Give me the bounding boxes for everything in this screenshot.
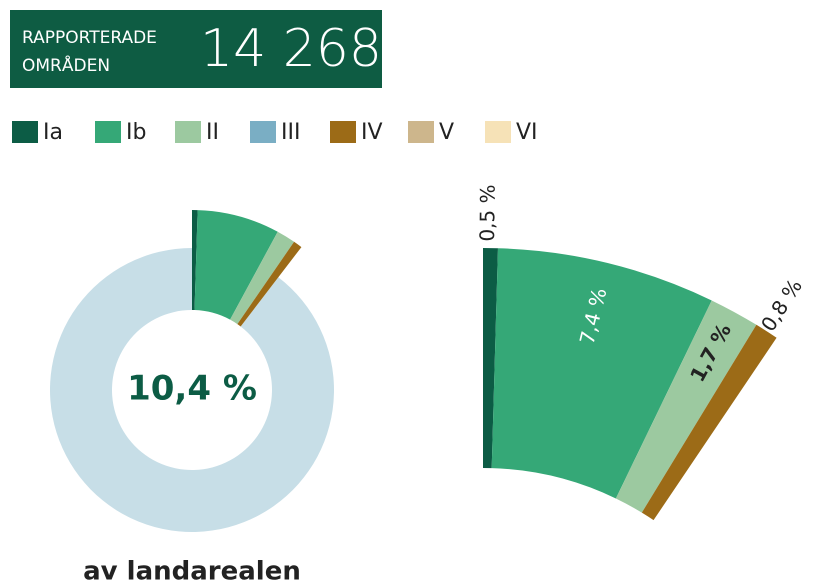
legend-label: V xyxy=(439,120,454,145)
value-label: 0,5 % xyxy=(475,184,500,241)
segment xyxy=(192,210,198,311)
zoom-segment xyxy=(483,248,498,469)
legend-label: II xyxy=(206,120,219,145)
remainder-ring xyxy=(49,248,334,532)
legend-swatch xyxy=(330,121,356,143)
segment xyxy=(194,210,278,320)
segment xyxy=(230,231,295,325)
legend-label: IV xyxy=(361,120,383,145)
header-count: 14 268 xyxy=(200,19,382,79)
zoom-segment xyxy=(641,324,777,521)
legend-swatch xyxy=(95,121,121,143)
legend-label: Ib xyxy=(126,120,146,145)
legend-label: Ia xyxy=(43,120,63,145)
legend-swatch xyxy=(485,121,511,143)
legend-label: VI xyxy=(516,120,538,145)
header-label: RAPPORTERADE xyxy=(22,28,157,48)
legend-label: III xyxy=(281,120,300,145)
subtitle: av landarealen xyxy=(83,557,301,587)
header-box xyxy=(10,10,382,88)
legend-swatch xyxy=(408,121,434,143)
header-label: OMRÅDEN xyxy=(22,54,110,76)
center-label: 10,4 % xyxy=(127,369,257,409)
value-label: 0,8 % xyxy=(756,275,807,336)
zoom-segment xyxy=(491,248,712,499)
legend-swatch xyxy=(250,121,276,143)
segment xyxy=(237,241,302,327)
legend-swatch xyxy=(12,121,38,143)
legend-swatch xyxy=(175,121,201,143)
zoom-segment xyxy=(615,300,757,513)
